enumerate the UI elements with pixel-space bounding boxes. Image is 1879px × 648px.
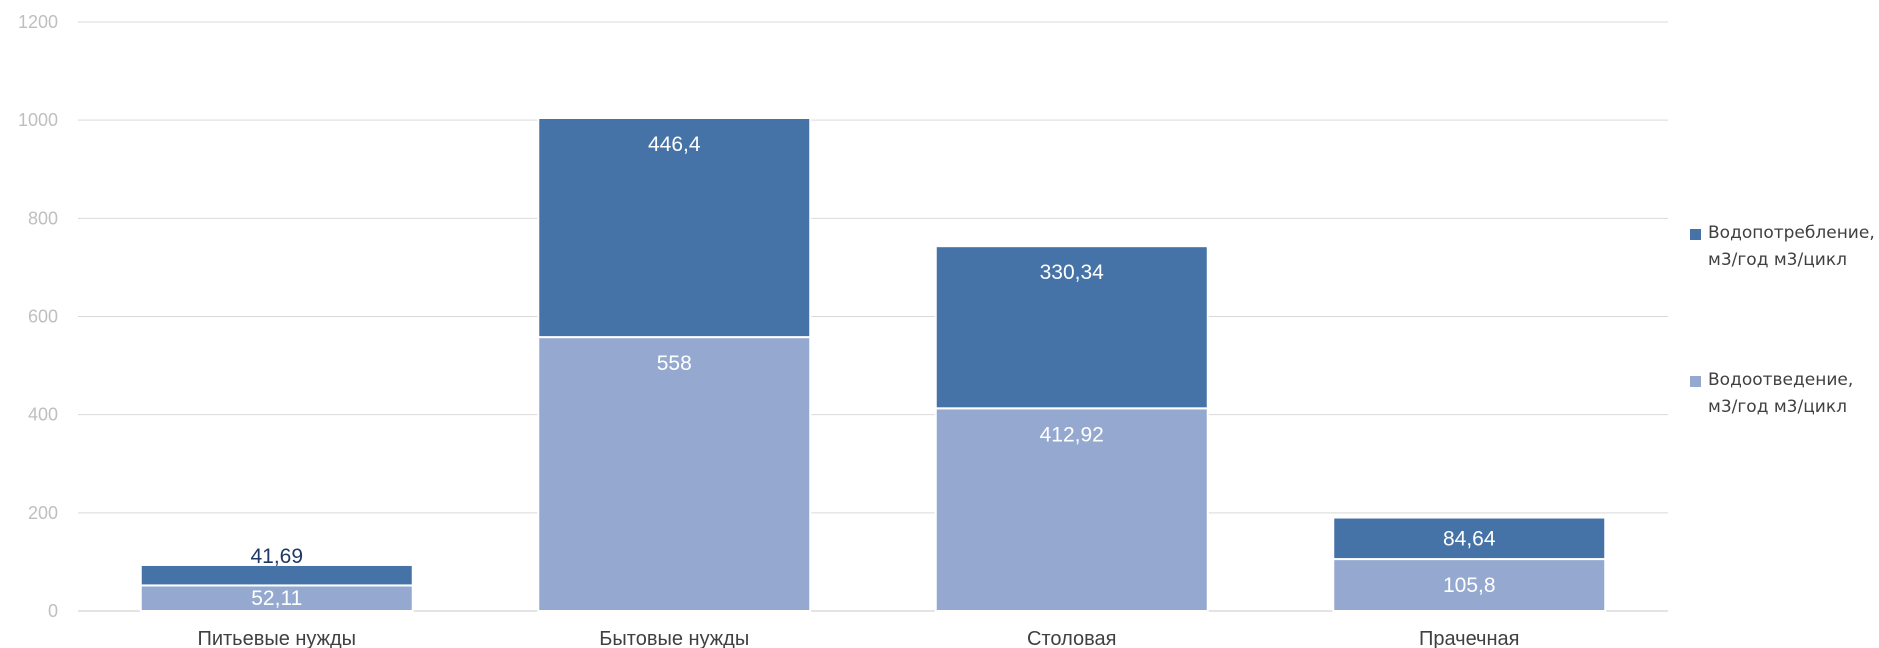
y-axis-ticks: 0 200 400 600 800 1000 1200 <box>18 12 58 621</box>
legend-item-discharge: Водоотведение, м3/год м3/цикл <box>1690 367 1879 421</box>
y-tick-label: 200 <box>28 503 58 523</box>
data-label: 105,8 <box>1443 574 1496 597</box>
y-tick-label: 1200 <box>18 12 58 32</box>
x-tick-label: Бытовые нужды <box>599 628 749 648</box>
data-labels: 52,11 41,69 558 446,4 412,92 330,34 105,8 84,64 <box>250 133 1495 610</box>
data-label: 41,69 <box>250 545 303 568</box>
legend-label-consumption-line2: м3/год м3/цикл <box>1708 250 1847 270</box>
bar-segment-discharge <box>537 336 812 612</box>
y-tick-label: 600 <box>28 307 58 327</box>
bar-segment-consumption <box>934 245 1209 410</box>
x-tick-label: Прачечная <box>1419 628 1519 648</box>
bar-segment-discharge <box>139 584 414 612</box>
data-label: 412,92 <box>1040 423 1104 446</box>
data-label: 446,4 <box>648 133 701 156</box>
bar-segment-consumption <box>1332 516 1607 561</box>
y-tick-label: 0 <box>48 601 58 621</box>
data-label: 52,11 <box>251 587 302 610</box>
y-tick-label: 1000 <box>18 110 58 130</box>
x-tick-label: Питьевые нужды <box>197 628 356 648</box>
legend-swatch-consumption <box>1690 229 1701 240</box>
x-tick-label: Столовая <box>1027 628 1116 648</box>
y-tick-label: 400 <box>28 405 58 425</box>
bars <box>139 117 1607 612</box>
legend-swatch-discharge <box>1690 376 1701 387</box>
bar-segment-discharge <box>934 407 1209 612</box>
legend-item-consumption: Водопотребление, м3/год м3/цикл <box>1690 220 1879 274</box>
data-label: 558 <box>657 352 692 375</box>
bar-segment-discharge <box>1332 558 1607 612</box>
legend-label-discharge-line2: м3/год м3/цикл <box>1708 397 1847 417</box>
bar-segment-consumption <box>537 117 812 339</box>
x-axis-ticks: Питьевые нужды Бытовые нужды Столовая Праче… <box>197 628 1519 648</box>
data-label: 330,34 <box>1040 261 1105 284</box>
legend-label-consumption-line1: Водопотребление, <box>1708 223 1875 243</box>
bar-segment-consumption <box>139 563 414 587</box>
gridlines <box>78 21 1668 612</box>
legend: Водопотребление, м3/год м3/цикл Водоотве… <box>1690 220 1879 421</box>
legend-label-discharge-line1: Водоотведение, <box>1708 370 1854 390</box>
y-tick-label: 800 <box>28 208 58 228</box>
data-label: 84,64 <box>1443 527 1496 550</box>
